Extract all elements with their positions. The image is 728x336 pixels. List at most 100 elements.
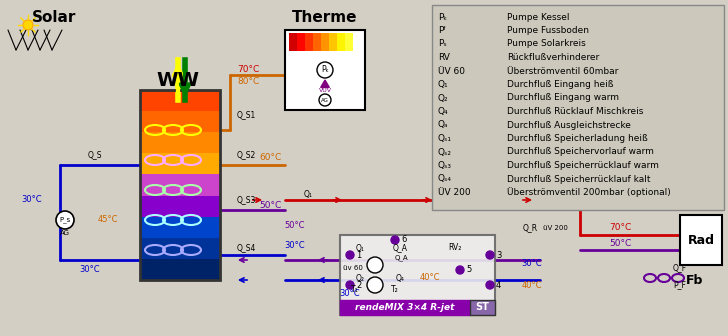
Text: Q_R: Q_R xyxy=(523,223,537,233)
Text: Qₐ: Qₐ xyxy=(438,121,448,129)
Circle shape xyxy=(317,62,333,78)
Text: Qₛ₁: Qₛ₁ xyxy=(438,134,452,143)
Text: Qₛ₄: Qₛ₄ xyxy=(438,174,452,183)
Text: WW: WW xyxy=(157,71,199,89)
Text: AG: AG xyxy=(60,230,70,236)
Text: 80°C: 80°C xyxy=(237,78,259,86)
Text: rendeMIX 3×4 R-jet: rendeMIX 3×4 R-jet xyxy=(355,302,455,311)
Text: Q₁: Q₁ xyxy=(304,191,312,200)
Bar xyxy=(680,215,722,265)
Text: Q_S4: Q_S4 xyxy=(237,244,256,252)
Text: 50°C: 50°C xyxy=(285,220,305,229)
Circle shape xyxy=(346,281,354,289)
Text: Q₂: Q₂ xyxy=(438,93,448,102)
Text: Therme: Therme xyxy=(292,10,357,26)
Bar xyxy=(140,153,220,175)
Text: 60°C: 60°C xyxy=(259,154,281,163)
Bar xyxy=(313,33,321,51)
Text: üv 60: üv 60 xyxy=(343,265,363,271)
Text: 45°C: 45°C xyxy=(98,215,118,224)
Bar xyxy=(329,33,337,51)
Text: 40°C: 40°C xyxy=(420,274,440,283)
Circle shape xyxy=(319,94,331,106)
Text: 5: 5 xyxy=(466,265,471,275)
Bar xyxy=(297,33,305,51)
Text: 3: 3 xyxy=(496,251,502,259)
Text: Q₄: Q₄ xyxy=(395,274,405,283)
Text: Durchfluß Rücklauf Mischkreis: Durchfluß Rücklauf Mischkreis xyxy=(507,107,644,116)
Text: Pumpe Fussboden: Pumpe Fussboden xyxy=(507,26,589,35)
Text: VUV: VUV xyxy=(319,87,331,92)
Text: Solar: Solar xyxy=(32,10,76,26)
Text: Q_S2: Q_S2 xyxy=(237,151,256,160)
Text: Pₖ: Pₖ xyxy=(438,12,447,22)
Text: Q₄: Q₄ xyxy=(438,107,448,116)
Text: Fb: Fb xyxy=(687,274,704,287)
Bar xyxy=(140,111,220,133)
Bar xyxy=(340,235,495,315)
Circle shape xyxy=(486,251,494,259)
Bar xyxy=(305,33,313,51)
Text: Q_S: Q_S xyxy=(88,151,102,160)
Bar xyxy=(340,300,470,315)
Text: T₂: T₂ xyxy=(391,286,399,294)
Circle shape xyxy=(346,251,354,259)
Text: Pᶠ: Pᶠ xyxy=(438,26,446,35)
Text: Durchfluß Speichervorlauf warm: Durchfluß Speichervorlauf warm xyxy=(507,148,654,157)
Text: 70°C: 70°C xyxy=(609,223,631,233)
Circle shape xyxy=(456,266,464,274)
Circle shape xyxy=(56,211,74,229)
Bar xyxy=(470,300,495,315)
Text: Pumpe Solarkreis: Pumpe Solarkreis xyxy=(507,40,586,48)
Bar xyxy=(140,90,220,112)
Text: 30°C: 30°C xyxy=(340,289,360,297)
Text: 30°C: 30°C xyxy=(522,258,542,267)
Circle shape xyxy=(367,277,383,293)
Text: ÜV 200: ÜV 200 xyxy=(438,188,470,197)
Text: Q₂: Q₂ xyxy=(355,274,365,283)
Bar xyxy=(321,33,329,51)
Text: Q_S1: Q_S1 xyxy=(237,111,256,120)
Text: RV₂: RV₂ xyxy=(448,244,462,252)
Text: Überströmventil 200mbar (optional): Überströmventil 200mbar (optional) xyxy=(507,187,670,198)
Bar xyxy=(289,33,297,51)
Text: 1: 1 xyxy=(356,251,361,259)
Text: 50°C: 50°C xyxy=(259,201,281,210)
Text: Durchfluß Speicherrücklauf warm: Durchfluß Speicherrücklauf warm xyxy=(507,161,659,170)
Circle shape xyxy=(391,236,399,244)
Bar xyxy=(285,30,365,110)
Text: 50°C: 50°C xyxy=(609,239,631,248)
Text: 30°C: 30°C xyxy=(79,265,100,275)
Text: Qₛ₂: Qₛ₂ xyxy=(438,148,452,157)
Text: T₁: T₁ xyxy=(351,286,359,294)
Circle shape xyxy=(486,281,494,289)
Text: üV 200: üV 200 xyxy=(542,225,567,231)
Text: Q_A: Q_A xyxy=(395,255,408,261)
Text: P_F: P_F xyxy=(673,281,687,290)
Text: Rad: Rad xyxy=(687,234,714,247)
Text: Q_S3: Q_S3 xyxy=(237,196,256,205)
Text: 30°C: 30°C xyxy=(285,241,305,250)
Text: Durchfluß Ausgleichstrecke: Durchfluß Ausgleichstrecke xyxy=(507,121,631,129)
Bar xyxy=(140,238,220,260)
Bar xyxy=(140,196,220,218)
Text: Pumpe Kessel: Pumpe Kessel xyxy=(507,12,569,22)
Text: RV: RV xyxy=(438,53,450,62)
Text: 30°C: 30°C xyxy=(22,196,42,205)
Text: Durchfluß Eingang heiß: Durchfluß Eingang heiß xyxy=(507,80,614,89)
Text: Q_A: Q_A xyxy=(392,244,408,252)
Text: Überströmventil 60mbar: Überströmventil 60mbar xyxy=(507,67,618,76)
Text: Q_F: Q_F xyxy=(673,263,687,272)
Bar xyxy=(140,90,220,280)
Text: 40°C: 40°C xyxy=(522,281,542,290)
Bar xyxy=(140,174,220,197)
Text: Durchfluß Speicherladung heiß: Durchfluß Speicherladung heiß xyxy=(507,134,648,143)
Text: 4: 4 xyxy=(496,281,502,290)
Text: P_s: P_s xyxy=(60,217,71,223)
Text: Rückflußverhinderer: Rückflußverhinderer xyxy=(507,53,599,62)
Text: Durchfluß Eingang warm: Durchfluß Eingang warm xyxy=(507,93,619,102)
Bar xyxy=(345,33,353,51)
Circle shape xyxy=(23,20,33,30)
Text: Pₖ: Pₖ xyxy=(321,66,329,75)
Bar xyxy=(140,217,220,239)
